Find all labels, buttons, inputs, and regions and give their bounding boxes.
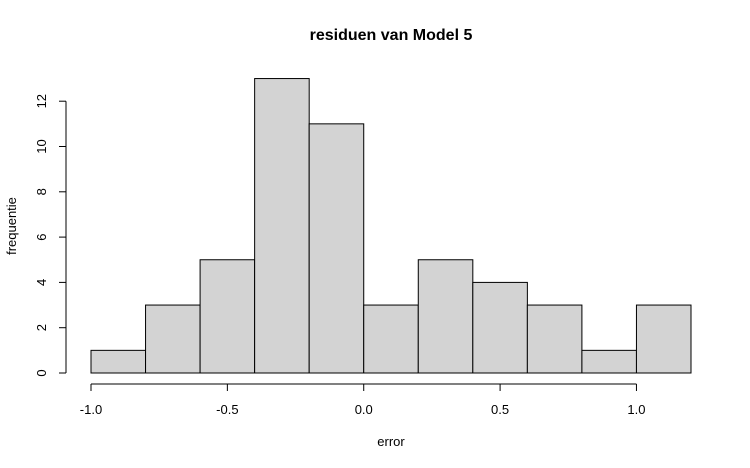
histogram-bar: [254, 78, 310, 374]
y-axis: 0 2 4 6 8 10 12: [34, 94, 67, 377]
histogram-bar: [363, 304, 419, 374]
y-tick-label: 2: [34, 324, 49, 331]
y-tick-label: 10: [34, 139, 49, 153]
histogram-bar: [145, 304, 201, 374]
histogram-bar: [417, 259, 474, 374]
y-tick-label: 12: [34, 94, 49, 108]
x-tick-label: 0.0: [355, 402, 373, 417]
x-tick-label: 1.0: [627, 402, 645, 417]
y-axis-label: frequentie: [4, 197, 19, 255]
chart-title: residuen van Model 5: [310, 27, 473, 44]
y-tick-label: 8: [34, 188, 49, 195]
x-tick-label: -0.5: [216, 402, 238, 417]
histogram-bar: [526, 304, 583, 374]
y-tick-label: 0: [34, 369, 49, 376]
histogram-bar: [308, 123, 365, 374]
x-axis: -1.0 -0.5 0.0 0.5 1.0: [80, 383, 645, 417]
x-tick-label: 0.5: [491, 402, 509, 417]
histogram-bar: [581, 349, 637, 374]
histogram-bars: [90, 78, 692, 374]
histogram-bar: [199, 259, 256, 374]
x-tick-label: -1.0: [80, 402, 102, 417]
y-tick-label: 6: [34, 233, 49, 240]
histogram-bar: [635, 304, 692, 374]
y-tick-label: 4: [34, 279, 49, 286]
histogram-bar: [472, 281, 528, 374]
x-axis-label: error: [377, 434, 405, 449]
histogram-bar: [90, 349, 147, 374]
